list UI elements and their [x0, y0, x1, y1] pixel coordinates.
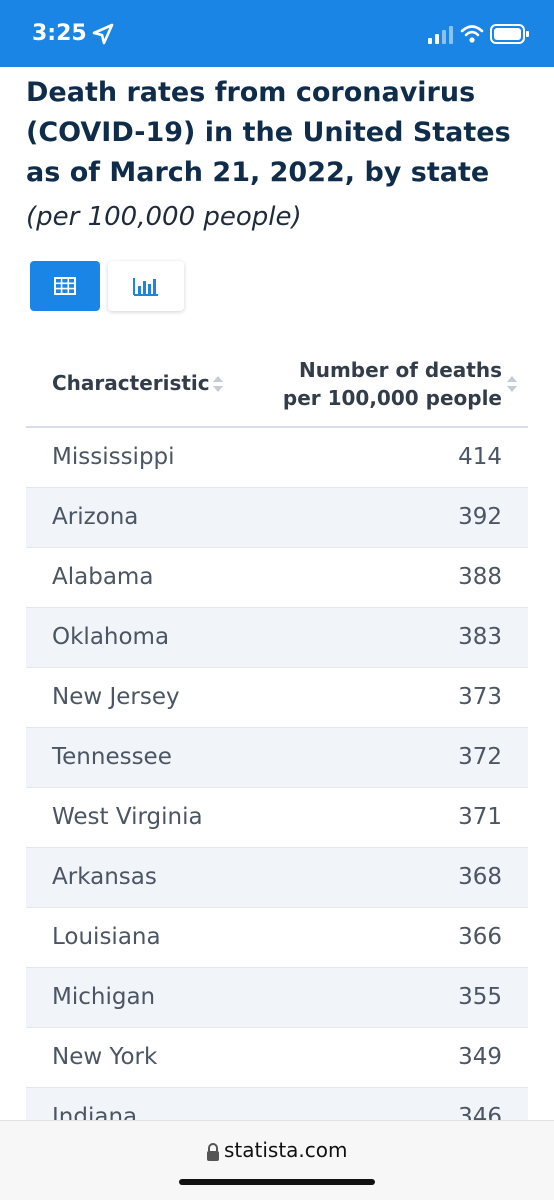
battery-icon	[490, 24, 529, 44]
death-rate-value: 414	[458, 444, 502, 470]
header-divider	[26, 426, 528, 428]
url-text[interactable]: statista.com	[224, 1138, 348, 1162]
wifi-icon	[460, 25, 484, 43]
sort-icon[interactable]	[210, 373, 226, 395]
state-name: Louisiana	[52, 924, 161, 950]
lock-icon	[207, 1143, 219, 1161]
table-row: Alabama 388	[26, 548, 528, 608]
state-name: Mississippi	[52, 444, 175, 470]
death-rate-value: 373	[458, 684, 502, 710]
home-indicator[interactable]	[179, 1179, 375, 1185]
chart-title: Death rates from coronavirus (COVID-19) …	[26, 77, 511, 188]
table-row: Tennessee 372	[26, 728, 528, 788]
table-icon	[54, 277, 76, 295]
column-header-characteristic[interactable]: Characteristic	[52, 371, 210, 395]
table-row: Mississippi 414	[26, 428, 528, 488]
column-header-deaths[interactable]: Number of deaths per 100,000 people	[282, 358, 502, 410]
bar-chart-icon	[133, 278, 158, 296]
death-rate-value: 355	[458, 984, 502, 1010]
death-rate-value: 392	[458, 504, 502, 530]
death-rate-value: 383	[458, 624, 502, 650]
table-row: West Virginia 371	[26, 788, 528, 848]
state-name: New Jersey	[52, 684, 180, 710]
state-name: Tennessee	[52, 744, 172, 770]
table-row: Louisiana 366	[26, 908, 528, 968]
status-time: 3:25	[32, 21, 87, 46]
chart-view-button[interactable]	[108, 261, 184, 311]
state-name: Alabama	[52, 564, 154, 590]
table-row: Arkansas 368	[26, 848, 528, 908]
state-name: Arizona	[52, 504, 139, 530]
state-name: West Virginia	[52, 804, 203, 830]
table-row: Michigan 355	[26, 968, 528, 1028]
death-rate-value: 388	[458, 564, 502, 590]
table-row: New Jersey 373	[26, 668, 528, 728]
state-name: Arkansas	[52, 864, 157, 890]
browser-address-bar[interactable]: statista.com	[0, 1120, 554, 1200]
death-rate-value: 371	[458, 804, 502, 830]
state-name: Oklahoma	[52, 624, 170, 650]
sort-icon[interactable]	[504, 373, 520, 395]
signal-icon	[428, 26, 453, 44]
status-bar: 3:25	[0, 0, 554, 67]
table-row: Arizona 392	[26, 488, 528, 548]
table-view-button[interactable]	[30, 261, 100, 311]
state-name: Michigan	[52, 984, 156, 1010]
table-body: Mississippi 414 Arizona 392 Alabama 388 …	[26, 428, 528, 1148]
death-rate-value: 368	[458, 864, 502, 890]
chart-subtitle: (per 100,000 people)	[26, 202, 302, 232]
death-rate-value: 372	[458, 744, 502, 770]
table-row: Oklahoma 383	[26, 608, 528, 668]
location-arrow-icon	[92, 23, 114, 45]
death-rate-value: 366	[458, 924, 502, 950]
state-name: New York	[52, 1044, 158, 1070]
table-row: New York 349	[26, 1028, 528, 1088]
death-rate-value: 349	[458, 1044, 502, 1070]
